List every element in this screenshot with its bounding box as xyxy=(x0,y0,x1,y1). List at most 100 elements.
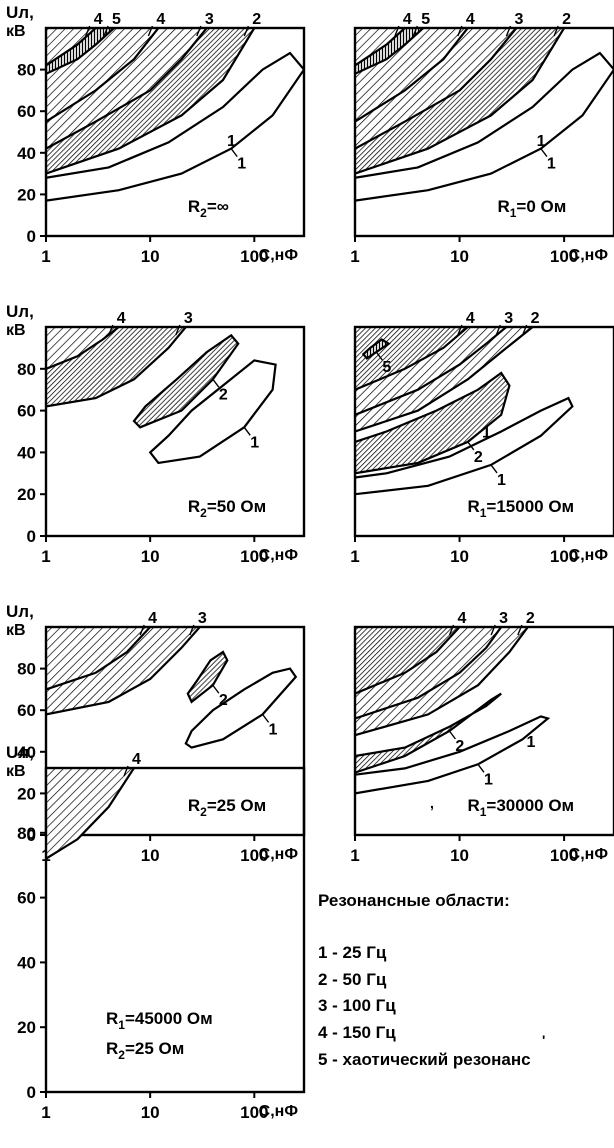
region-1 xyxy=(355,51,614,202)
y-axis-label: Uл, xyxy=(6,743,34,762)
region-label-3: 3 xyxy=(499,610,508,627)
x-tick-label: 10 xyxy=(141,846,160,865)
region-4-boundary xyxy=(46,768,135,860)
y-tick-label: 40 xyxy=(17,953,36,972)
region-3-boundary xyxy=(46,627,201,716)
label-leader xyxy=(490,464,498,474)
region-4-fill xyxy=(355,627,460,694)
x-tick-label: 10 xyxy=(141,1103,160,1122)
x-axis-label: C,нФ xyxy=(259,547,299,564)
y-tick-label: 20 xyxy=(17,784,36,803)
plot-frame xyxy=(44,26,306,238)
plot-area xyxy=(355,327,574,496)
label-leader xyxy=(230,148,238,158)
y-axis-unit: кВ xyxy=(6,23,26,40)
plot-area xyxy=(46,28,304,202)
plot-area xyxy=(355,28,614,202)
region-label-2: 2 xyxy=(219,386,228,403)
x-axis-label: C,нФ xyxy=(569,247,609,264)
y-tick-label: 60 xyxy=(17,701,36,720)
x-tick-label: 1 xyxy=(350,846,359,865)
region-label-4: 4 xyxy=(132,751,141,768)
label-leader xyxy=(505,25,512,37)
y-tick-label: 0 xyxy=(27,527,36,546)
label-leader xyxy=(261,713,270,723)
y-tick-label: 40 xyxy=(17,443,36,462)
y-axis-label: Uл, xyxy=(6,602,34,621)
label-leader xyxy=(123,765,129,777)
plot-frame xyxy=(44,766,306,1094)
y-ticks: 0 20 40 60 80 xyxy=(17,824,46,1102)
region-2 xyxy=(132,333,240,429)
region-2 xyxy=(355,371,511,475)
y-axis-unit: кВ xyxy=(6,622,26,639)
y-tick-label: 80 xyxy=(17,360,36,379)
x-tick-label: 100 xyxy=(240,846,268,865)
label-leader xyxy=(467,441,475,451)
region-label-5: 5 xyxy=(112,11,121,28)
callout-label: 1 xyxy=(527,734,536,751)
label-leader xyxy=(457,324,463,336)
label-leader xyxy=(108,324,114,336)
x-tick-label: 1 xyxy=(350,247,359,266)
x-axis-label: C,нФ xyxy=(259,1103,299,1120)
label-leader xyxy=(139,624,145,636)
region-label-4: 4 xyxy=(403,11,412,28)
region-label-4: 4 xyxy=(466,310,475,327)
plot-area xyxy=(46,327,277,465)
y-tick-label: 20 xyxy=(17,1018,36,1037)
annotation-r2: R2=25 Ом xyxy=(106,1039,184,1062)
label-leader xyxy=(243,426,251,436)
region-label-4: 4 xyxy=(94,11,103,28)
region-1-bg xyxy=(355,53,614,201)
y-tick-label: 80 xyxy=(17,660,36,679)
x-ticks: 1 10 100 xyxy=(41,536,268,566)
label-leader xyxy=(448,624,455,636)
x-axis-label: C,нФ xyxy=(569,547,609,564)
y-tick-label: 0 xyxy=(27,826,36,845)
plot-area xyxy=(46,768,135,860)
callout-label: 1 xyxy=(227,133,236,150)
region-2-boundary xyxy=(46,28,256,175)
callout-label: 1 xyxy=(482,424,491,441)
label-leader xyxy=(175,324,181,336)
region-labels: 1 2 2 3 4 xyxy=(448,610,535,788)
region-3-boundary xyxy=(355,627,503,720)
region-2 xyxy=(355,692,502,774)
region-label-2: 2 xyxy=(531,310,540,327)
plot-frame xyxy=(353,325,614,538)
annotation-r: R2=50 Ом xyxy=(188,497,266,520)
region-label-3: 3 xyxy=(514,11,523,28)
annotation-r: R2=∞ xyxy=(188,197,229,220)
y-tick-label: 0 xyxy=(27,1083,36,1102)
region-1 xyxy=(148,359,277,465)
y-tick-label: 0 xyxy=(27,227,36,246)
region-label-1: 1 xyxy=(237,156,246,173)
x-tick-label: 1 xyxy=(41,1103,50,1122)
plot-frame xyxy=(353,625,614,837)
region-label-2: 2 xyxy=(252,11,261,28)
x-tick-label: 100 xyxy=(240,547,268,566)
annotation-r: R1=15000 Ом xyxy=(467,497,574,520)
region-3-boundary xyxy=(46,327,187,408)
region-labels: 1 2 3 4 xyxy=(139,610,278,738)
region-label-2: 2 xyxy=(455,738,464,755)
label-leader xyxy=(517,624,523,636)
label-leader xyxy=(375,351,383,361)
region-5-boundary xyxy=(355,28,425,75)
label-leader xyxy=(412,25,418,37)
y-tick-label: 60 xyxy=(17,402,36,421)
y-tick-label: 60 xyxy=(17,102,36,121)
region-2-boundary xyxy=(355,327,534,433)
x-ticks: 1 10 100 xyxy=(350,236,578,266)
region-2 xyxy=(186,650,229,704)
region-label-4: 4 xyxy=(466,11,475,28)
legend-title: Резонансные области: xyxy=(318,891,510,910)
plot-area xyxy=(46,627,298,749)
region-label-3: 3 xyxy=(184,310,193,327)
